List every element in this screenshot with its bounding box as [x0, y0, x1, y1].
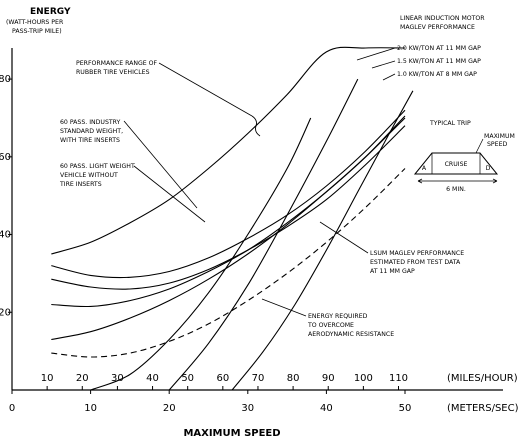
typical-trip-inset: TYPICAL TRIP MAXIMUM SPEED A CRUISE D 6 … — [413, 120, 515, 193]
leader-lim-1kw — [382, 73, 396, 81]
leader-lim-2kw — [356, 47, 396, 61]
mph-tick-label-30: 30 — [111, 373, 124, 384]
mph-ticks: 10 20 30 40 50 60 70 80 90 100 110 — [41, 373, 408, 390]
series-curve-3 — [51, 125, 406, 290]
ms-unit-label: (METERS/SEC) — [447, 403, 519, 414]
annot-lsum-line-3: AT 11 MM GAP — [370, 268, 415, 275]
inset-title: TYPICAL TRIP — [429, 120, 471, 127]
annot-lim-1kw: 1.0 KW/TON AT 8 MM GAP — [397, 71, 477, 78]
ms-tick-label-0: 0 — [9, 403, 15, 414]
series-layer — [51, 46, 414, 391]
mph-tick-label-50: 50 — [181, 373, 194, 384]
annot-rubber-tire-line-1: PERFORMANCE RANGE OF — [76, 60, 158, 67]
y-ticks: 20 40 60 80 — [0, 74, 12, 318]
x-axis-title: MAXIMUM SPEED — [183, 428, 280, 438]
leader-industry — [123, 120, 198, 209]
series-curve-5 — [51, 115, 406, 341]
mph-tick-label-100: 100 — [354, 373, 373, 384]
leader-rubber-tire — [158, 62, 253, 117]
annot-industry-line-1: 60 PASS. INDUSTRY — [60, 119, 121, 126]
y-tick-label-20: 20 — [0, 307, 11, 318]
inset-peak-line-1: MAXIMUM — [484, 133, 515, 140]
y-tick-label-60: 60 — [0, 152, 11, 163]
y-axis-title-line-1: ENERGY — [30, 7, 71, 17]
mph-tick-label-70: 70 — [252, 373, 265, 384]
mph-tick-label-80: 80 — [287, 373, 300, 384]
y-axis-title-line-3: PASS-TRIP MILE) — [12, 28, 62, 35]
ms-tick-label-20: 20 — [163, 403, 176, 414]
annot-light-line-3: TIRE INSERTS — [59, 181, 102, 188]
ms-tick-label-30: 30 — [241, 403, 254, 414]
inset-duration-arrow — [417, 178, 498, 184]
annot-aero-line-2: TO OVERCOME — [307, 322, 354, 329]
inset-peak-leader — [475, 138, 484, 154]
ms-tick-label-40: 40 — [320, 403, 333, 414]
ms-tick-label-10: 10 — [84, 403, 97, 414]
leader-lsum — [319, 221, 369, 254]
mph-tick-label-110: 110 — [389, 373, 408, 384]
annot-aero-line-1: ENERGY REQUIRED — [308, 313, 368, 320]
y-tick-label-40: 40 — [0, 230, 11, 241]
mph-tick-label-40: 40 — [146, 373, 159, 384]
y-tick-label-80: 80 — [0, 74, 11, 85]
leader-aero — [261, 298, 307, 317]
annot-industry-line-2: STANDARD WEIGHT, — [60, 128, 123, 135]
inset-decel-label: D — [486, 165, 491, 172]
series-curve-2 — [51, 109, 406, 279]
annot-lim-line-1: LINEAR INDUCTION MOTOR — [400, 15, 485, 22]
annot-lim-2kw: 2.0 KW/TON AT 11 MM GAP — [397, 45, 481, 52]
inset-accel-label: A — [422, 165, 427, 172]
annot-light-line-1: 60 PASS. LIGHT WEIGHT — [60, 163, 135, 170]
inset-cruise-label: CRUISE — [445, 161, 468, 168]
annot-lim-line-2: MAGLEV PERFORMANCE — [400, 24, 475, 31]
leader-light — [133, 165, 206, 223]
series-curve-9 — [231, 90, 414, 391]
series-curve-8 — [168, 78, 359, 391]
ms-tick-label-50: 50 — [399, 403, 412, 414]
range-brace — [251, 115, 261, 137]
leader-lim-1-5kw — [371, 60, 396, 69]
mph-tick-label-10: 10 — [41, 373, 54, 384]
series-curve-1 — [51, 46, 406, 255]
mph-tick-label-60: 60 — [216, 373, 229, 384]
ms-ticks: 0 10 20 30 40 50 — [9, 390, 412, 414]
annot-industry-line-3: WITH TIRE INSERTS — [60, 137, 120, 144]
mph-tick-label-20: 20 — [76, 373, 89, 384]
inset-duration-label: 6 MIN. — [446, 186, 466, 193]
mph-tick-label-90: 90 — [322, 373, 335, 384]
annot-aero-line-3: AERODYNAMIC RESISTANCE — [308, 331, 394, 338]
series-curve-4 — [51, 117, 406, 308]
series-curve-6 — [51, 168, 406, 358]
annot-rubber-tire-line-2: RUBBER TIRE VEHICLES — [76, 69, 150, 76]
inset-peak-line-2: SPEED — [487, 141, 507, 148]
series-curve-7 — [90, 117, 312, 391]
annot-lsum-line-1: LSUM MAGLEV PERFORMANCE — [370, 250, 464, 257]
mph-unit-label: (MILES/HOUR) — [447, 373, 518, 384]
annot-lim-1-5kw: 1.5 KW/TON AT 11 MM GAP — [397, 58, 481, 65]
y-axis-title-line-2: (WATT-HOURS PER — [6, 19, 64, 26]
annot-lsum-line-2: ESTIMATED FROM TEST DATA — [370, 259, 461, 266]
annot-light-line-2: VEHICLE WITHOUT — [60, 172, 118, 179]
